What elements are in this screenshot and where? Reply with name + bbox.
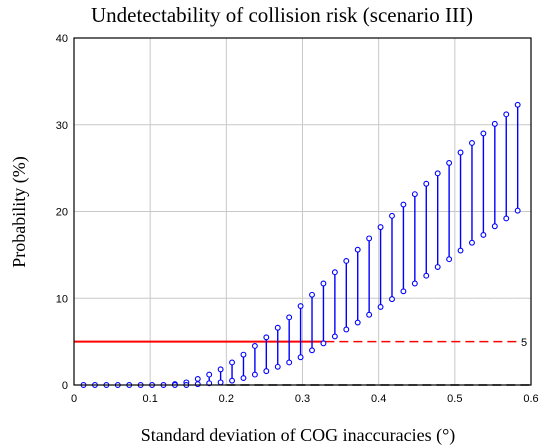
lower-point	[411, 280, 418, 287]
lower-point	[457, 247, 464, 254]
upper-point	[240, 351, 247, 358]
upper-point	[274, 324, 281, 331]
lower-point	[263, 368, 270, 375]
grid	[74, 38, 531, 385]
upper-point	[423, 180, 430, 187]
lower-point	[377, 303, 384, 310]
lower-point	[240, 375, 247, 382]
lower-point	[434, 264, 441, 270]
lower-point	[251, 371, 258, 378]
upper-point	[263, 334, 270, 341]
lower-point	[331, 333, 338, 340]
x-tick-label: 0.6	[523, 393, 538, 405]
upper-point	[366, 235, 373, 242]
upper-point	[503, 111, 510, 118]
lower-point	[286, 359, 293, 366]
lower-point	[320, 340, 327, 347]
upper-point	[229, 359, 235, 366]
lower-point	[366, 311, 373, 318]
upper-point	[491, 120, 498, 127]
x-tick-label: 0.4	[371, 393, 386, 405]
upper-point	[309, 291, 315, 298]
upper-point	[194, 375, 201, 382]
upper-point	[297, 303, 304, 310]
x-tick-label: 0.5	[447, 393, 462, 405]
x-tick-label: 0.2	[219, 393, 234, 405]
lower-point	[274, 363, 281, 370]
upper-point	[286, 314, 293, 321]
y-tick-label: 0	[62, 380, 68, 392]
upper-point	[389, 212, 395, 219]
x-tick-label: 0.1	[143, 393, 158, 405]
upper-point	[446, 159, 453, 166]
lower-point	[480, 231, 487, 238]
y-tick-label: 40	[56, 33, 68, 45]
lower-point	[194, 381, 201, 388]
upper-point	[343, 257, 350, 264]
lower-point	[514, 207, 521, 214]
upper-point	[480, 130, 487, 137]
upper-point	[206, 371, 213, 378]
lower-point	[446, 256, 453, 263]
upper-point	[457, 149, 464, 156]
threshold-label: 5	[521, 337, 527, 349]
plot-frame	[73, 37, 532, 386]
lower-point	[229, 377, 235, 384]
upper-point	[377, 224, 384, 231]
y-tick-label: 10	[56, 293, 68, 305]
upper-point	[354, 246, 361, 253]
y-axis-label: Probability (%)	[9, 156, 30, 267]
lower-point	[217, 379, 224, 386]
lower-point	[491, 223, 498, 230]
markers	[80, 101, 521, 388]
chart-title: Undetectability of collision risk (scena…	[91, 3, 473, 27]
upper-point	[469, 140, 475, 146]
y-tick-label: 20	[56, 207, 68, 219]
lower-point	[297, 354, 304, 361]
x-tick-label: 0.3	[295, 393, 310, 405]
y-tick-label: 30	[56, 120, 68, 132]
upper-point	[411, 191, 418, 198]
upper-point	[320, 280, 327, 287]
lower-point	[309, 347, 315, 354]
x-tick-label: 0	[71, 393, 77, 405]
x-axis-label: Standard deviation of COG inaccuracies (…	[141, 425, 456, 446]
lower-point	[400, 288, 407, 295]
upper-point	[400, 201, 407, 208]
upper-point	[217, 366, 224, 373]
tick-labels: 0 0.1 0.2 0.3 0.4 0.5 0.6 0 10 20 30 40	[56, 33, 539, 405]
upper-point	[251, 343, 258, 349]
upper-point	[514, 101, 521, 108]
lower-point	[469, 239, 475, 246]
lower-point	[389, 296, 395, 303]
upper-point	[434, 170, 441, 177]
lower-point	[503, 215, 510, 222]
upper-point	[331, 269, 338, 276]
lower-point	[423, 272, 430, 279]
lower-point	[343, 326, 350, 333]
lower-point	[354, 319, 361, 326]
